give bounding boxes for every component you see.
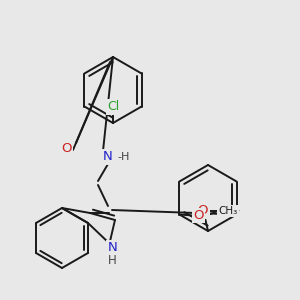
Text: O: O — [61, 142, 71, 154]
Text: O: O — [193, 209, 204, 222]
Text: N: N — [103, 151, 113, 164]
Text: Cl: Cl — [107, 100, 119, 113]
Text: CH₃: CH₃ — [218, 206, 238, 216]
Text: N: N — [108, 241, 117, 254]
Text: -H: -H — [118, 152, 130, 162]
Text: O: O — [198, 205, 208, 218]
Text: H: H — [108, 254, 117, 267]
